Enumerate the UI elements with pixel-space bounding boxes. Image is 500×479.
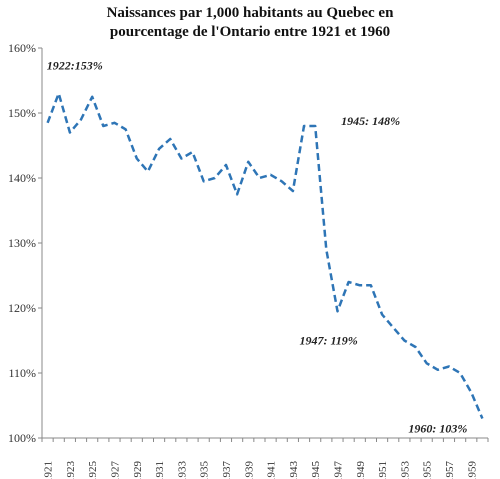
data-point: [169, 138, 171, 140]
x-tick-label: 1923: [65, 461, 77, 479]
annotation-label: 1945: 148%: [341, 114, 400, 128]
x-tick-label: 1943: [288, 461, 300, 479]
data-point: [91, 96, 93, 98]
data-point: [192, 151, 194, 153]
x-tick-label: 1955: [422, 461, 434, 479]
data-point: [292, 190, 294, 192]
x-tick-label: 1949: [355, 461, 367, 479]
data-point: [80, 119, 82, 121]
y-tick-label: 100%: [8, 431, 36, 445]
x-tick-label: 1945: [310, 461, 322, 479]
data-point: [437, 369, 439, 371]
annotation-label: 1922:153%: [47, 59, 103, 73]
data-point: [47, 122, 49, 124]
data-point: [281, 180, 283, 182]
x-tick-label: 1937: [221, 461, 233, 479]
y-tick-label: 120%: [8, 301, 36, 315]
data-point: [225, 164, 227, 166]
x-tick-label: 1959: [466, 461, 478, 479]
data-point: [102, 125, 104, 127]
data-point: [270, 174, 272, 176]
x-tick-label: 1921: [43, 461, 55, 479]
data-point: [370, 284, 372, 286]
data-point: [69, 132, 71, 134]
x-tick-label: 1925: [87, 461, 99, 479]
annotation-label: 1960: 103%: [408, 422, 467, 436]
data-point: [415, 346, 417, 348]
data-point: [381, 314, 383, 316]
x-tick-label: 1953: [399, 461, 411, 479]
data-point: [158, 148, 160, 150]
data-point: [348, 281, 350, 283]
data-point: [426, 362, 428, 364]
y-tick-label: 140%: [8, 171, 36, 185]
data-point: [337, 310, 339, 312]
data-point: [303, 125, 305, 127]
x-tick-label: 1927: [109, 461, 121, 479]
y-tick-label: 130%: [8, 236, 36, 250]
y-tick-label: 160%: [8, 41, 36, 55]
x-tick-label: 1951: [377, 461, 389, 479]
data-point: [247, 161, 249, 163]
data-point: [203, 180, 205, 182]
x-tick-label: 1957: [444, 461, 456, 479]
y-tick-label: 110%: [8, 366, 36, 380]
data-point: [392, 327, 394, 329]
y-tick-label: 150%: [8, 106, 36, 120]
data-point: [58, 93, 60, 95]
x-tick-label: 1929: [132, 461, 144, 479]
x-tick-label: 1947: [332, 461, 344, 479]
data-point: [448, 366, 450, 368]
x-tick-label: 1933: [176, 461, 188, 479]
chart-title-line-2: pourcentage de l'Ontario entre 1921 et 1…: [109, 24, 391, 40]
data-point: [214, 177, 216, 179]
data-point: [125, 128, 127, 130]
series-line: [46, 92, 484, 419]
data-point: [180, 158, 182, 160]
chart-title-line-1: Naissances par 1,000 habitants au Quebec…: [106, 5, 394, 21]
chart-title: Naissances par 1,000 habitants au Quebec…: [0, 4, 500, 42]
data-point: [314, 125, 316, 127]
x-tick-label: 1931: [154, 461, 166, 479]
data-point: [359, 284, 361, 286]
x-tick-label: 1941: [266, 461, 278, 479]
data-point: [459, 372, 461, 374]
x-tick-label: 1939: [243, 461, 255, 479]
data-point: [147, 171, 149, 173]
data-point: [114, 122, 116, 124]
data-point: [403, 340, 405, 342]
data-point: [236, 193, 238, 195]
data-point: [470, 392, 472, 394]
data-point: [136, 158, 138, 160]
data-point: [258, 177, 260, 179]
data-point: [481, 418, 483, 420]
annotation-label: 1947: 119%: [299, 334, 357, 348]
x-tick-label: 1935: [199, 461, 211, 479]
data-point: [325, 249, 327, 251]
